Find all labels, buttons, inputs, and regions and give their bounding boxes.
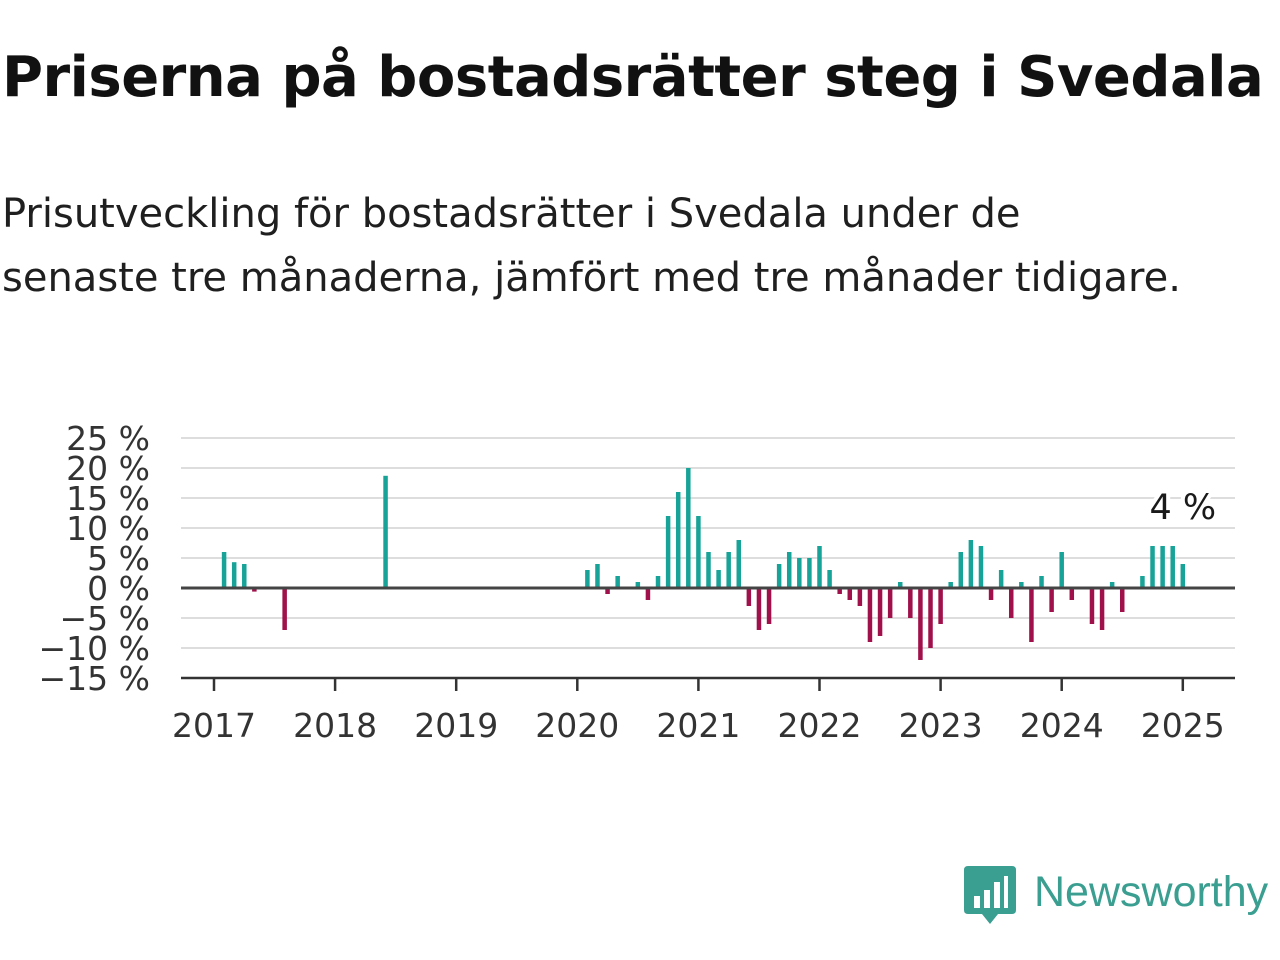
- bar-2023-11: [1039, 576, 1044, 588]
- bar-2022-06: [867, 588, 873, 642]
- brand-name: Newsworthy: [1034, 868, 1269, 916]
- y-tick-label: 15 %: [66, 479, 150, 518]
- bars: [221, 468, 1186, 660]
- bar-2021-06: [746, 588, 752, 606]
- y-tick-label: −10 %: [39, 629, 151, 668]
- bar-2024-05: [1099, 588, 1105, 630]
- bar-2022-12: [928, 588, 933, 648]
- bar-2020-10: [665, 516, 671, 588]
- bar-2021-01: [696, 516, 701, 588]
- x-tick-label: 2023: [899, 706, 983, 745]
- bar-2021-05: [736, 540, 742, 588]
- y-tick-label: 5 %: [87, 539, 150, 578]
- bar-2023-03: [958, 552, 964, 588]
- chart-subtitle: Prisutveckling för bostadsrätter i Sveda…: [2, 191, 1181, 301]
- bar-2022-04: [847, 588, 853, 600]
- newsworthy-logo-icon: [964, 866, 1016, 924]
- bar-2022-11: [918, 588, 923, 660]
- y-tick-label: −15 %: [39, 659, 151, 698]
- bar-2020-05: [615, 576, 620, 588]
- bar-2022-05: [857, 588, 863, 606]
- bar-2022-03: [837, 588, 842, 594]
- y-axis-tick-labels: 25 %20 %15 %10 %5 %0 %−5 %−10 %−15 %: [39, 419, 151, 698]
- x-tick-label: 2022: [778, 706, 862, 745]
- axes: [181, 586, 1235, 680]
- bar-2022-08: [887, 588, 893, 618]
- x-tick-label: 2018: [293, 706, 377, 745]
- bar-2023-01: [938, 588, 943, 624]
- bar-2021-04: [726, 552, 731, 588]
- bar-2023-07: [998, 570, 1004, 588]
- newsworthy-logo: Newsworthy: [964, 864, 1276, 928]
- bar-2020-12: [686, 468, 691, 588]
- annotation-label: 4 %: [1149, 488, 1216, 528]
- bar-2023-02: [948, 582, 953, 588]
- annotations: 4 %: [1145, 484, 1220, 532]
- bar-2020-07: [635, 582, 641, 588]
- x-tick-label: 2020: [535, 706, 619, 745]
- bar-2017-03: [231, 562, 237, 588]
- x-tick-label: 2021: [656, 706, 740, 745]
- bar-2023-12: [1049, 588, 1054, 612]
- bar-2024-01: [1059, 552, 1064, 588]
- bar-2020-09: [655, 576, 661, 588]
- y-tick-label: 25 %: [66, 419, 150, 458]
- bar-2024-04: [1089, 588, 1095, 624]
- bar-2017-08: [282, 588, 287, 630]
- bar-2022-01: [817, 546, 822, 588]
- bar-chart: 25 %20 %15 %10 %5 %0 %−5 %−10 %−15 % 201…: [39, 419, 1235, 745]
- bar-2020-08: [645, 588, 651, 600]
- bar-2021-12: [807, 558, 812, 588]
- chart-title: Priserna på bostadsrätter steg i Svedala: [2, 45, 1264, 110]
- bar-2017-04: [242, 564, 247, 588]
- bar-2020-03: [595, 564, 600, 588]
- bar-2020-02: [585, 570, 590, 588]
- bar-2023-08: [1008, 588, 1014, 618]
- bar-2024-10: [1150, 546, 1155, 588]
- bar-2023-10: [1029, 588, 1034, 642]
- bar-2021-11: [797, 558, 802, 588]
- bar-2024-06: [1109, 582, 1115, 588]
- x-tick-label: 2019: [414, 706, 498, 745]
- gridlines: [181, 437, 1235, 649]
- bar-2022-07: [877, 588, 883, 636]
- bar-2021-07: [756, 588, 762, 630]
- x-tick-label: 2017: [172, 706, 256, 745]
- bar-2017-05: [252, 588, 257, 592]
- bar-2024-02: [1069, 588, 1075, 600]
- bar-2023-06: [988, 588, 994, 600]
- bar-2024-07: [1120, 588, 1125, 612]
- bar-2021-02: [706, 552, 711, 588]
- y-tick-label: −5 %: [60, 599, 151, 638]
- bar-2022-10: [908, 588, 913, 618]
- x-tick-label: 2024: [1020, 706, 1104, 745]
- bar-2022-09: [897, 582, 903, 588]
- bar-2020-04: [605, 588, 610, 594]
- bar-2021-09: [776, 564, 782, 588]
- bar-2024-09: [1140, 576, 1145, 588]
- bar-2020-11: [675, 492, 681, 588]
- y-tick-label: 0 %: [87, 569, 150, 608]
- bar-2018-06: [383, 475, 388, 588]
- bar-2023-04: [968, 540, 974, 588]
- bar-2024-12: [1170, 546, 1175, 588]
- bar-2023-09: [1019, 582, 1024, 588]
- x-axis-tick-labels: 2017 2018 2019 2020 2021 2022 2023 2024 2025: [172, 678, 1225, 745]
- y-tick-label: 10 %: [66, 509, 150, 548]
- bar-2021-08: [766, 588, 772, 624]
- bar-2024-11: [1160, 546, 1165, 588]
- x-tick-label: 2025: [1141, 706, 1225, 745]
- bar-2021-10: [786, 552, 792, 588]
- y-tick-label: 20 %: [66, 449, 150, 488]
- bar-2025-01: [1180, 564, 1186, 588]
- bar-2022-02: [827, 570, 832, 588]
- bar-2021-03: [716, 570, 721, 588]
- bar-2017-02: [221, 552, 227, 588]
- bar-2023-05: [978, 546, 984, 588]
